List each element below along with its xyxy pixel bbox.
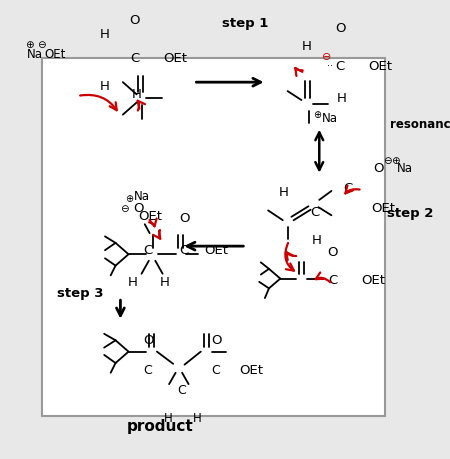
Text: H: H <box>100 28 110 40</box>
Text: C: C <box>335 60 345 73</box>
Text: O: O <box>143 335 153 347</box>
FancyBboxPatch shape <box>42 58 385 415</box>
Text: H: H <box>279 186 289 200</box>
Text: H: H <box>193 413 202 425</box>
Text: Na: Na <box>322 112 338 124</box>
Text: O: O <box>373 162 383 174</box>
Text: O: O <box>328 246 338 259</box>
Text: C: C <box>178 385 186 397</box>
Text: ..: .. <box>327 58 333 68</box>
Text: H: H <box>164 413 172 425</box>
Text: OEt: OEt <box>368 60 392 73</box>
Text: O: O <box>130 15 140 28</box>
Text: O: O <box>211 335 221 347</box>
Text: resonance: resonance <box>390 118 450 130</box>
Text: OEt: OEt <box>138 211 162 224</box>
Text: C: C <box>212 364 220 377</box>
Text: $\ominus$: $\ominus$ <box>37 39 47 50</box>
Text: $\ominus$: $\ominus$ <box>383 155 393 166</box>
Text: H: H <box>302 39 312 52</box>
Text: C: C <box>144 245 153 257</box>
Text: C: C <box>310 206 320 218</box>
Text: Na: Na <box>27 47 43 61</box>
Text: $\oplus$: $\oplus$ <box>313 108 323 119</box>
Text: $\oplus$: $\oplus$ <box>391 155 401 166</box>
Text: O: O <box>133 202 143 215</box>
Text: O: O <box>335 22 345 34</box>
Text: OEt: OEt <box>163 52 187 66</box>
Text: step 1: step 1 <box>222 17 268 30</box>
Text: OEt: OEt <box>239 364 263 377</box>
Text: C: C <box>144 364 153 377</box>
Text: $\oplus$: $\oplus$ <box>25 39 35 50</box>
Text: H: H <box>128 276 138 290</box>
Text: H: H <box>100 79 110 93</box>
Text: step 2: step 2 <box>387 207 433 220</box>
Text: Na: Na <box>134 190 150 202</box>
Text: OEt: OEt <box>371 202 395 214</box>
Text: OEt: OEt <box>204 245 228 257</box>
Text: Na: Na <box>397 162 413 175</box>
Text: $\oplus$: $\oplus$ <box>126 194 135 205</box>
Text: $\ominus$: $\ominus$ <box>120 203 130 214</box>
Text: H: H <box>312 235 322 247</box>
Text: H: H <box>337 91 347 105</box>
Text: H: H <box>132 88 142 101</box>
Text: $\ominus$: $\ominus$ <box>321 51 331 62</box>
Text: product: product <box>126 420 194 435</box>
Text: C: C <box>180 245 189 257</box>
Text: O: O <box>179 212 189 224</box>
Text: OEt: OEt <box>44 47 65 61</box>
Text: C: C <box>328 274 338 287</box>
Text: H: H <box>160 276 170 290</box>
Text: C: C <box>130 52 140 66</box>
Text: C: C <box>343 183 353 196</box>
Text: OEt: OEt <box>361 274 385 287</box>
Text: step 3: step 3 <box>57 287 103 301</box>
